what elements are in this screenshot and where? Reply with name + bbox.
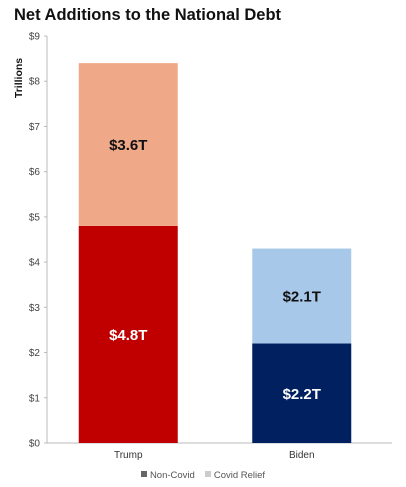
bar-biden-covid-relief: [252, 248, 352, 344]
chart-title: Net Additions to the National Debt: [14, 6, 282, 24]
y-axis-label: Trillions: [13, 58, 25, 98]
bar-trump-non-covid: [78, 225, 178, 443]
y-tick-label: $1: [29, 393, 41, 404]
legend-item: Non-Covid: [140, 470, 195, 481]
y-tick-label: $2: [29, 348, 41, 359]
x-tick-label: Trump: [114, 450, 143, 461]
legend-swatch: [204, 471, 211, 477]
legend-label: Non-Covid: [149, 470, 195, 481]
y-tick-label: $5: [29, 212, 41, 223]
y-tick-label: $3: [29, 303, 41, 314]
data-labels: $4.8T $3.6T $2.2T $2.1T: [109, 137, 321, 403]
bar-trump-covid-relief: [78, 63, 178, 226]
legend-swatch: [140, 471, 147, 477]
data-label: $3.6T: [109, 137, 147, 154]
data-label: $4.8T: [109, 327, 147, 344]
legend-label: Covid Relief: [213, 470, 266, 481]
legend: Non-Covid Covid Relief: [0, 470, 406, 481]
data-label: $2.2T: [283, 386, 321, 403]
data-label: $2.1T: [283, 289, 321, 306]
bar-biden-non-covid: [252, 343, 352, 443]
y-tick-label: $7: [29, 122, 41, 133]
x-tick-label: Biden: [289, 450, 315, 461]
bars: [78, 63, 352, 443]
y-tick-label: $8: [29, 77, 41, 88]
legend-item: Covid Relief: [204, 470, 266, 481]
y-tick-label: $9: [29, 32, 41, 43]
y-tick-label: $4: [29, 258, 41, 269]
y-tick-label: $0: [29, 439, 41, 450]
axes: $0 $1 $2 $3 $4 $5 $6 $7 $8 $9 Trump Biden: [29, 32, 392, 461]
y-tick-label: $6: [29, 167, 41, 178]
